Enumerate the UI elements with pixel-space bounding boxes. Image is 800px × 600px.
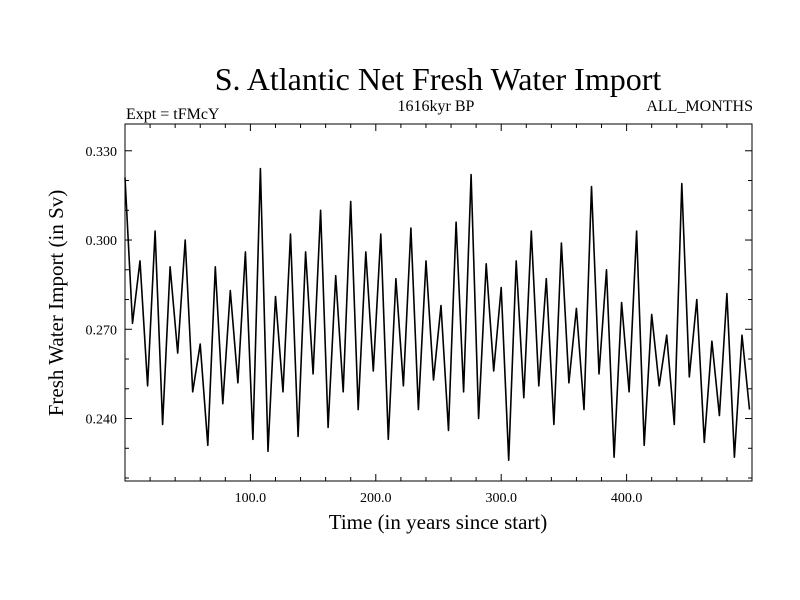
y-tick-label: 0.300 — [86, 234, 118, 249]
x-tick-label: 400.0 — [611, 491, 643, 506]
x-tick-label: 300.0 — [485, 491, 517, 506]
y-tick-label: 0.330 — [86, 145, 118, 160]
time-period-label: 1616kyr BP — [398, 98, 475, 115]
x-tick-label: 100.0 — [235, 491, 267, 506]
y-axis: 0.240 0.270 0.300 0.330 — [86, 145, 752, 479]
months-label: ALL_MONTHS — [646, 98, 753, 115]
x-axis: 100.0 200.0 300.0 400.0 — [149, 124, 728, 506]
plot-frame — [124, 123, 753, 482]
x-axis-label: Time (in years since start) — [329, 510, 548, 534]
x-tick-label: 200.0 — [360, 491, 392, 506]
experiment-label: Expt = tFMcY — [126, 106, 220, 123]
y-axis-label: Fresh Water Import (in Sv) — [44, 190, 68, 417]
chart-title: S. Atlantic Net Fresh Water Import — [215, 61, 662, 97]
y-tick-label: 0.240 — [86, 413, 118, 428]
y-tick-label: 0.270 — [86, 323, 118, 338]
fresh-water-import-line — [124, 167, 751, 462]
